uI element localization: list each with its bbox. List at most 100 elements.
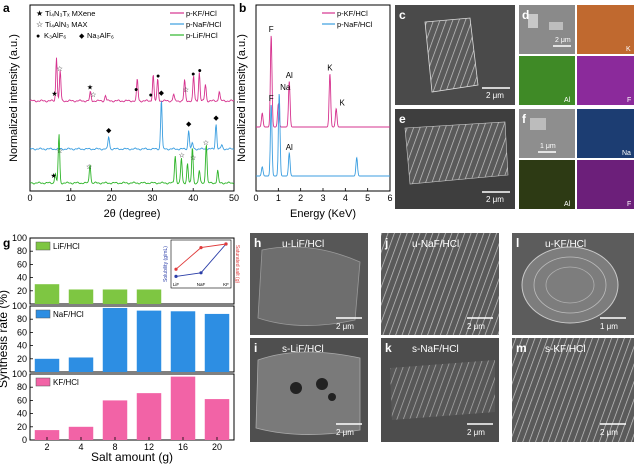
x-tick-label: 1	[276, 193, 281, 203]
bar	[204, 399, 230, 440]
scale-label-j: 2 μm	[467, 322, 485, 331]
legend-label-b-naf: p-NaF/HCl	[337, 20, 373, 29]
y-tick-label: 80	[17, 314, 27, 324]
eds-peak-label: Al	[286, 143, 293, 152]
xrd-peak-marker: ☆	[203, 139, 209, 147]
eds-peak-label: F	[269, 25, 274, 34]
legend-label-kf: p-KF/HCl	[186, 9, 217, 18]
y-tick-label: 60	[17, 259, 27, 269]
legend-label-g-kf: KF/HCl	[53, 378, 79, 387]
x-tick-label: 40	[188, 193, 198, 203]
x-tick-label: 5	[365, 193, 370, 203]
eds-label-na: Na	[622, 150, 631, 157]
legend-label-na3alf6: Na₃AlF₆	[87, 31, 114, 40]
eds-map-al	[519, 56, 575, 105]
panel-b-legend: p-KF/HCl p-NaF/HCl	[322, 9, 373, 29]
y-tick-label: 20	[17, 286, 27, 296]
inset-plot: LiF NaF KF	[173, 242, 229, 287]
legend-swatch-lif	[35, 241, 51, 251]
panel-g-inset: LiF NaF KF Solubility (g/mL) Saturated sal…	[163, 239, 240, 289]
y-tick-label: 100	[12, 301, 27, 311]
panel-f: f 1 μm Na Al F	[519, 109, 634, 209]
inset-line	[175, 243, 227, 270]
sem-m-label: s-KF/HCl	[545, 344, 586, 355]
xrd-peak-marker: ◆	[106, 128, 112, 135]
panel-b-frame	[255, 4, 391, 192]
panel-g-xlabel: Salt amount (g)	[91, 450, 173, 464]
panel-a: a ★☆★☆●●●☆● ●◆◆◆◆★☆☆☆ ☆☆ 0 10 20 30 40 50 2θ (d…	[3, 1, 239, 220]
xrd-peak-marker: ●	[198, 68, 202, 75]
x-tick-label: 10	[66, 193, 76, 203]
x-tick-label: 8	[112, 442, 117, 452]
legend-marker-max: ☆	[36, 20, 43, 29]
panel-b-x-ticks: 0 1 2 3 4 5 6	[253, 188, 393, 203]
eds-line-pnafhcl	[256, 93, 390, 177]
panel-a-ylabel: Normalized intensity (a.u.)	[8, 34, 20, 162]
inset-left-ylabel: Solubility (g/mL)	[163, 246, 169, 282]
eds-label-al: Al	[564, 97, 571, 104]
bar	[170, 376, 196, 440]
xrd-line-pnafhcl	[29, 101, 235, 151]
y-tick-label: 100	[12, 369, 27, 379]
legend-label-b-kf: p-KF/HCl	[337, 9, 368, 18]
xrd-peak-marker: ☆	[183, 86, 189, 94]
panel-f-letter: f	[522, 112, 527, 126]
panel-a-legend-left: ★ Ti₄N₃Tₓ MXene ☆ Ti₄AlN₃ MAX ● K₃AlF₆ ◆…	[36, 9, 114, 40]
scale-label-i: 2 μm	[336, 428, 354, 437]
panel-a-plot: ★☆★☆●●●☆● ●◆◆◆◆★☆☆☆ ☆☆	[29, 57, 235, 185]
sem-i-label: s-LiF/HCl	[282, 344, 324, 355]
panel-d: d 2 μm K Al F	[519, 5, 634, 105]
xrd-peak-marker: ☆	[86, 163, 92, 171]
y-tick-label: 100	[12, 233, 27, 243]
panel-g-frame-top	[29, 237, 235, 305]
panel-h: h u-LiF/HCl 2 μm	[250, 233, 368, 335]
eds-label-f-f: F	[627, 201, 631, 208]
y-tick-label: 60	[17, 327, 27, 337]
panel-a-x-ticks: 0 10 20 30 40 50	[27, 188, 239, 203]
y-tick-label: 80	[17, 246, 27, 256]
xrd-peak-marker: ☆	[90, 91, 96, 99]
panel-b-ylabel: Normalized intensity (a.u.)	[236, 34, 248, 162]
xrd-peak-marker: ●	[134, 87, 138, 94]
legend-marker-k3alf6: ●	[36, 33, 40, 40]
inset-right-ylabel: Saturated salt (g)	[234, 245, 240, 284]
eds-peak-label: K	[340, 99, 346, 108]
legend-label-mxene: Ti₄N₃Tₓ MXene	[45, 9, 95, 18]
eds-map-f-f	[577, 160, 634, 209]
panel-g: g 20 40 60 80 100 20 40 60 80 100 0 20 40 60 80 100 2 4 8…	[0, 233, 240, 464]
bar	[170, 311, 196, 372]
panel-m-letter: m	[516, 341, 527, 355]
eds-map-al-f	[519, 160, 575, 209]
x-tick-label: 2	[298, 193, 303, 203]
panel-l: l u-KF/HCl 1 μm	[512, 233, 634, 335]
bar	[136, 393, 162, 440]
xrd-peak-marker: ●	[149, 92, 153, 99]
eds-label-f: F	[627, 97, 631, 104]
eds-label-al-f: Al	[564, 201, 571, 208]
panel-g-frame-mid	[29, 305, 235, 373]
xrd-peak-marker: ◆	[186, 121, 192, 128]
panel-k: k s-NaF/HCl 2 μm	[381, 338, 499, 442]
x-tick-label: 4	[343, 193, 348, 203]
y-tick-label: 40	[17, 273, 27, 283]
x-tick-label: 4	[78, 442, 83, 452]
panel-i-letter: i	[254, 341, 257, 355]
legend-marker-na3alf6: ◆	[79, 33, 85, 40]
legend-swatch-naf	[35, 309, 51, 319]
legend-label-k3alf6: K₃AlF₆	[44, 31, 66, 40]
panel-h-letter: h	[254, 236, 261, 250]
bar	[102, 289, 128, 304]
scale-label-l: 1 μm	[600, 322, 618, 331]
scale-label-h: 2 μm	[336, 322, 354, 331]
x-tick-label: 16	[178, 442, 188, 452]
xrd-peak-marker: ☆	[190, 154, 196, 162]
sem-k-label: s-NaF/HCl	[412, 344, 459, 355]
bar	[34, 284, 60, 304]
xrd-line-pkfhcl	[29, 57, 235, 103]
legend-label-max: Ti₄AlN₃ MAX	[45, 20, 88, 29]
bar	[34, 430, 60, 440]
x-tick-label: 0	[27, 193, 32, 203]
y-tick-label: 20	[17, 422, 27, 432]
y-tick-label: 60	[17, 395, 27, 405]
x-tick-label: 20	[107, 193, 117, 203]
